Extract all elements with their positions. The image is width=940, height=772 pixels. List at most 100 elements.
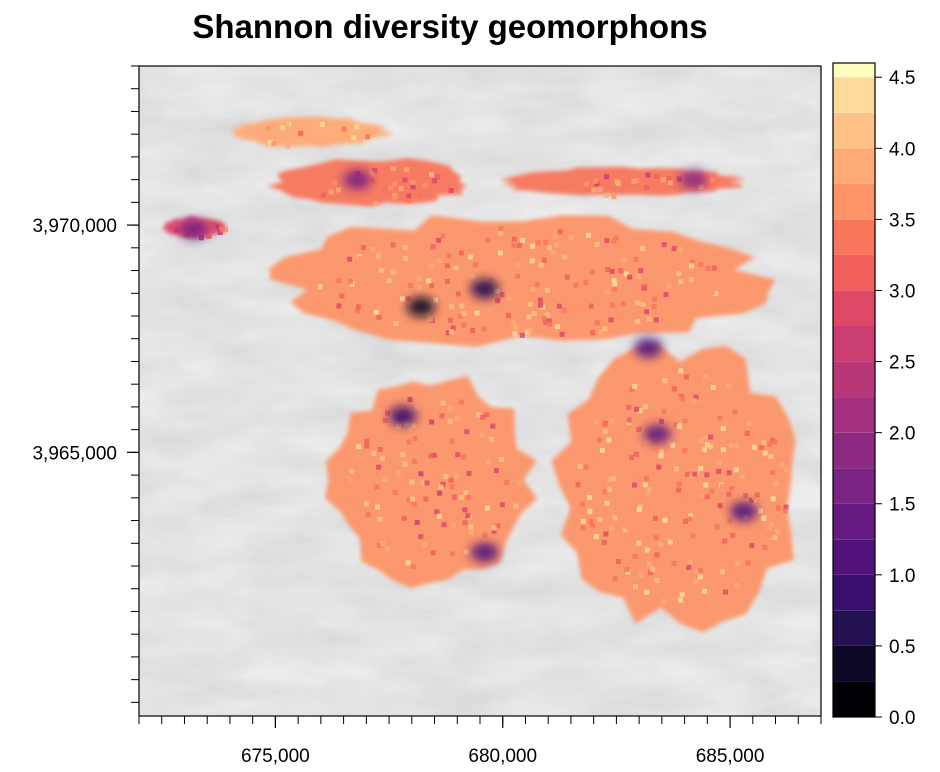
raster-cell (496, 295, 501, 301)
raster-cell (673, 422, 679, 428)
raster-cell (711, 265, 717, 271)
raster-cell (689, 259, 695, 265)
raster-cell (206, 233, 212, 239)
raster-cell (459, 399, 465, 405)
region-central-northern-belt (270, 215, 776, 347)
raster-cell (564, 274, 570, 280)
raster-cell (651, 442, 656, 448)
raster-cell (304, 137, 310, 143)
raster-cell (652, 515, 658, 521)
raster-cell (671, 246, 677, 252)
region-fill (551, 343, 796, 633)
raster-cell (285, 122, 291, 128)
raster-cell (703, 434, 709, 440)
raster-cell (439, 413, 445, 419)
raster-cell (541, 257, 547, 263)
raster-cell (660, 177, 666, 183)
raster-cell (369, 170, 375, 176)
raster-cell (405, 296, 411, 302)
raster-cell (410, 180, 416, 186)
raster-cell (729, 485, 735, 491)
raster-cell (698, 261, 704, 267)
raster-cell (530, 243, 536, 249)
raster-cell (594, 320, 600, 326)
legend-bin (833, 254, 875, 291)
raster-cell (740, 474, 745, 479)
raster-cell (417, 192, 423, 198)
raster-cell (450, 325, 456, 331)
raster-cell (734, 582, 740, 588)
raster-cell (773, 480, 779, 486)
raster-cell (667, 539, 673, 545)
raster-cell (448, 529, 454, 535)
raster-cell (317, 139, 322, 145)
raster-cell (698, 451, 704, 457)
legend-bin (833, 326, 875, 362)
raster-cell (410, 496, 415, 502)
raster-cell (433, 297, 439, 303)
raster-cell (651, 296, 657, 302)
raster-cell (491, 525, 497, 531)
raster-cell (666, 175, 672, 181)
raster-cell (437, 490, 443, 496)
raster-cell (373, 309, 379, 315)
raster-cell (634, 406, 640, 412)
raster-cell (762, 544, 768, 550)
raster-cell (400, 452, 406, 458)
raster-cell (455, 291, 461, 297)
raster-cell (489, 436, 495, 442)
raster-cell (407, 397, 413, 403)
raster-cell (372, 291, 378, 297)
raster-cell (490, 423, 496, 429)
raster-cell (659, 418, 665, 424)
raster-cell (668, 180, 673, 186)
raster-cell (371, 450, 377, 456)
raster-cell (693, 579, 699, 585)
raster-cell (689, 473, 695, 479)
raster-cell (583, 279, 589, 285)
raster-cell (720, 426, 726, 432)
raster-cell (690, 533, 696, 539)
raster-cell (611, 277, 617, 283)
raster-cell (644, 589, 650, 595)
raster-cell (759, 444, 765, 450)
raster-cell (703, 374, 709, 380)
low-diversity-spot (179, 219, 208, 240)
raster-cell (644, 309, 649, 315)
raster-cell (597, 517, 603, 522)
raster-cell (479, 432, 485, 438)
raster-cell (767, 533, 773, 538)
raster-cell (682, 560, 688, 566)
raster-cell (597, 186, 603, 192)
raster-cell (491, 278, 497, 284)
raster-cell (341, 126, 347, 132)
raster-cell (751, 444, 757, 450)
raster-cell (332, 180, 338, 186)
raster-cell (543, 319, 548, 325)
legend-bin (833, 610, 875, 646)
raster-cell (378, 268, 384, 274)
raster-cell (701, 417, 706, 423)
raster-cell (673, 466, 679, 472)
raster-cell (418, 534, 424, 540)
raster-cell (495, 298, 501, 304)
raster-cell (782, 508, 788, 514)
raster-cell (550, 250, 556, 255)
raster-cell (402, 461, 408, 467)
raster-cell (506, 295, 512, 301)
raster-cell (633, 451, 639, 457)
raster-cell (462, 532, 468, 538)
raster-cell (493, 468, 499, 473)
raster-cell (395, 470, 401, 476)
raster-cell (458, 250, 464, 256)
x-axis: 675,000 680,000 685,000 (138, 716, 822, 767)
raster-cell (554, 242, 560, 248)
raster-cell (622, 527, 628, 533)
raster-cell (658, 542, 664, 548)
raster-cell (408, 283, 414, 288)
low-diversity-spot (634, 337, 663, 358)
legend-label: 0.5 (889, 637, 915, 658)
raster-cell (375, 504, 380, 510)
raster-cell (678, 597, 684, 603)
raster-cell (654, 173, 660, 179)
